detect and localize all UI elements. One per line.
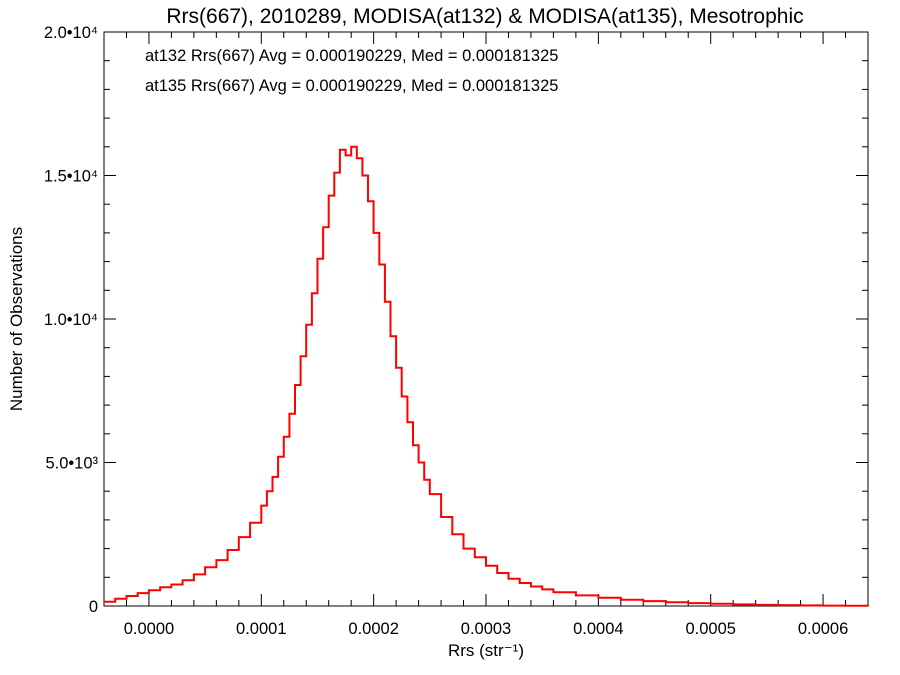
- chart-title: Rrs(667), 2010289, MODISA(at132) & MODIS…: [166, 5, 803, 28]
- y-tick-label: 2.0•10⁴: [44, 24, 98, 42]
- x-tick-label: 0.0000: [124, 620, 174, 638]
- y-tick-label: 0: [89, 598, 98, 616]
- y-tick-label: 5.0•10³: [45, 455, 98, 473]
- x-tick-label: 0.0003: [461, 620, 511, 638]
- x-tick-label: 0.0001: [236, 620, 286, 638]
- x-axis-label: Rrs (str⁻¹): [448, 641, 524, 660]
- x-tick-label: 0.0002: [348, 620, 398, 638]
- x-axis-ticks: 0.0000 0.0001 0.0002 0.0003 0.0004 0.0005 0.00…: [103, 32, 869, 638]
- annotation-at135: at135 Rrs(667) Avg = 0.000190229, Med = …: [145, 77, 558, 95]
- annotation-at132: at132 Rrs(667) Avg = 0.000190229, Med = …: [145, 47, 558, 65]
- x-tick-label: 0.0006: [798, 620, 848, 638]
- x-tick-label: 0.0004: [573, 620, 623, 638]
- x-tick-label: 0.0005: [685, 620, 735, 638]
- y-axis-ticks: 0 5.0•10³ 1.0•10⁴ 1.5•10⁴ 2.0•10⁴: [44, 24, 868, 616]
- y-tick-label: 1.0•10⁴: [44, 311, 98, 329]
- plot-frame: [103, 31, 869, 607]
- histogram-series-line: [104, 145, 869, 607]
- y-axis-label: Number of Observations: [7, 227, 26, 411]
- y-tick-label: 1.5•10⁴: [44, 168, 98, 186]
